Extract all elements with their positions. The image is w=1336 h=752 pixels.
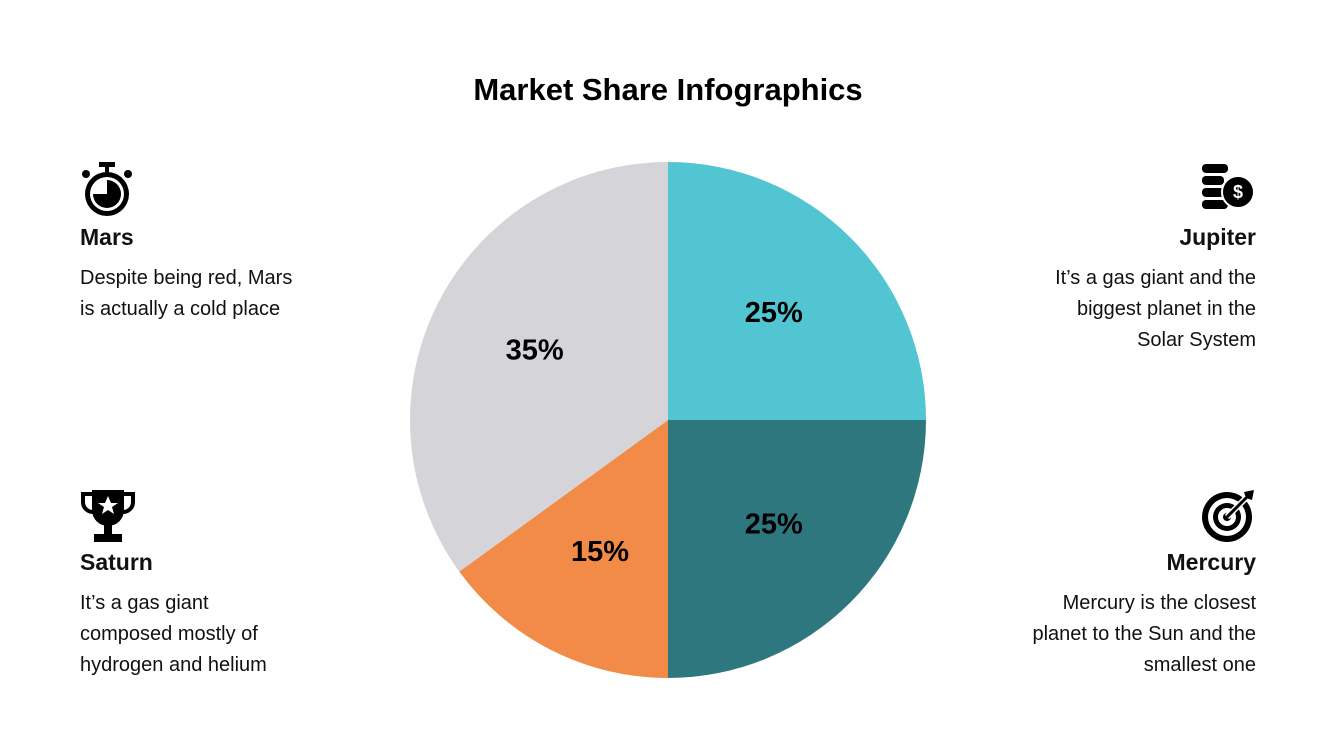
coins-icon: $ — [1202, 164, 1255, 209]
slice-label: 15% — [571, 536, 629, 568]
pie-slice — [668, 420, 926, 678]
panel: Mars Despite being red, Mars is actually… — [80, 224, 295, 325]
panel-text: Mercury is the closest planet to the Sun… — [1032, 592, 1256, 676]
panel-title: Mercury — [1166, 549, 1256, 575]
panel: Jupiter It’s a gas giant and the biggest… — [1031, 224, 1256, 356]
chart-title: Market Share Infographics — [473, 72, 863, 107]
pie-slice — [410, 162, 668, 572]
pie-slice — [668, 162, 926, 420]
panel-text: Despite being red, Mars is actually a co… — [80, 267, 293, 320]
panel-title: Jupiter — [1179, 224, 1256, 250]
pie-slice — [459, 420, 668, 678]
trophy-icon — [80, 490, 136, 542]
svg-text:$: $ — [1233, 182, 1243, 202]
target-icon — [1202, 490, 1254, 542]
slice-label: 25% — [745, 297, 803, 329]
slice-label: 35% — [506, 335, 564, 367]
panel-text: It’s a gas giant and the biggest planet … — [1055, 267, 1256, 351]
panel-title: Saturn — [80, 549, 153, 575]
pie-chart: 25% 25% 15% 35% — [410, 162, 926, 678]
panel-title: Mars — [80, 224, 134, 250]
stopwatch-icon — [82, 162, 132, 216]
panel-text: It’s a gas giant composed mostly of hydr… — [80, 592, 267, 676]
panel: Saturn It’s a gas giant composed mostly … — [80, 549, 295, 681]
panel: Mercury Mercury is the closest planet to… — [1031, 549, 1256, 681]
slice-label: 25% — [745, 508, 803, 540]
